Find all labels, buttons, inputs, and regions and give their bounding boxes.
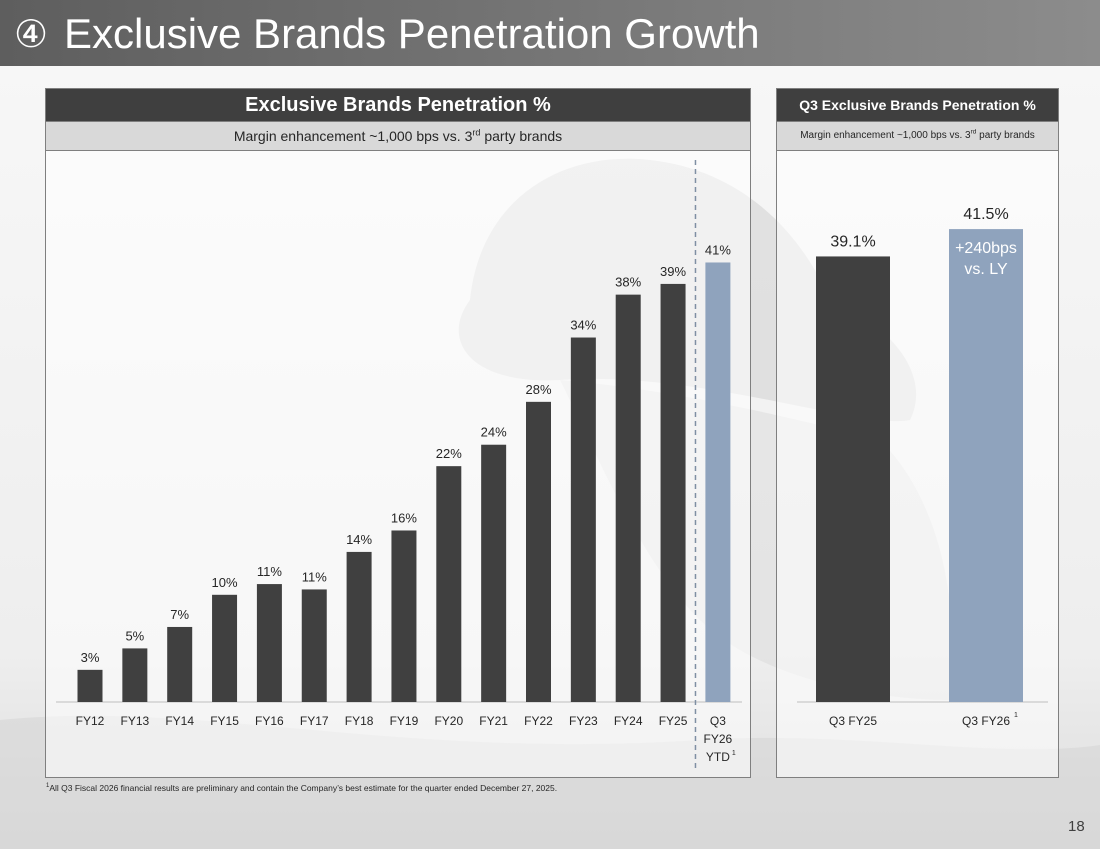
bar-fy19 [391,530,417,702]
bar-fy23 [570,337,596,702]
bar-value-label: 39% [660,264,686,279]
title-bar: ④ Exclusive Brands Penetration Growth [0,0,1100,66]
bar-value-label: 41% [705,242,731,257]
bar-fy14 [167,626,193,702]
bar-fy21 [481,444,507,702]
right-subtitle-post: party brands [976,130,1035,141]
footnote: 1All Q3 Fiscal 2026 financial results ar… [46,783,557,793]
x-tick-label: FY23 [569,714,598,728]
bar-value-label: 3% [81,650,100,665]
x-tick-label: YTD [706,750,730,764]
x-tick-label: FY18 [345,714,374,728]
bar-value-label: 16% [391,510,417,525]
bar-fy16 [256,584,282,702]
x-tick-label: FY20 [434,714,463,728]
bar-fy18 [346,551,372,702]
bar-value-label: 24% [481,425,507,440]
left-subtitle-sup: rd [472,127,481,138]
footnote-marker: 1 [46,783,50,790]
x-tick-label: FY16 [255,714,284,728]
x-tick-label: FY26 [704,732,733,746]
bar-value-label: 10% [212,575,238,590]
bar-value-label: 38% [615,275,641,290]
bar-fy20 [436,466,462,702]
left-panel-subtitle: Margin enhancement ~1,000 bps vs. 3rd pa… [46,121,750,151]
bar-value-label: 11% [257,564,282,579]
bar-fy13 [122,648,148,702]
x-tick-label: FY15 [210,714,239,728]
x-tick-label: FY12 [76,714,105,728]
bar-value-label: 7% [170,607,189,622]
yoy-change-annotation: vs. LY [964,261,1008,278]
x-tick-footnote: 1 [1014,712,1018,719]
x-tick-label: FY21 [479,714,508,728]
bar-value-label: 39.1% [830,233,875,250]
bar-q3-fy25 [816,256,890,702]
x-tick-label: FY25 [659,714,688,728]
left-subtitle-post: party brands [480,128,563,144]
right-subtitle-sup: rd [970,128,977,136]
left-panel-title: Exclusive Brands Penetration % [46,89,750,121]
right-panel-title: Q3 Exclusive Brands Penetration % [777,89,1058,121]
bar-value-label: 5% [125,628,144,643]
bar-fy15 [212,594,238,702]
bar-fy24 [615,294,641,702]
bar-value-label: 41.5% [963,206,1008,223]
x-tick-label: Q3 [710,714,726,728]
bar-fy12 [77,669,103,702]
x-tick-footnote: 1 [732,750,736,757]
x-tick-label: FY22 [524,714,553,728]
x-tick-label: Q3 FY26 [962,714,1010,728]
x-tick-label: FY19 [390,714,419,728]
footnote-text: All Q3 Fiscal 2026 financial results are… [49,783,558,793]
yoy-change-annotation: +240bps [955,240,1017,257]
bar-fy25 [660,283,686,702]
bar-value-label: 14% [346,532,372,547]
x-tick-label: FY13 [121,714,150,728]
bar-q3-fy26-ytd [705,262,731,702]
left-subtitle-text: Margin enhancement ~1,000 bps vs. 3 [233,128,473,144]
x-tick-label: FY24 [614,714,643,728]
right-panel-subtitle: Margin enhancement ~1,000 bps vs. 3rd pa… [777,121,1058,151]
bar-value-label: 22% [436,446,462,461]
page-title: Exclusive Brands Penetration Growth [64,10,760,57]
right-subtitle-text: Margin enhancement ~1,000 bps vs. 3 [800,130,971,141]
bar-value-label: 34% [570,318,596,333]
section-number-badge: ④ [13,14,49,56]
x-tick-label: FY14 [165,714,194,728]
x-tick-label: Q3 FY25 [829,714,877,728]
bar-fy17 [301,589,327,702]
page-number: 18 [1068,818,1085,835]
bar-fy22 [526,401,551,702]
bar-value-label: 28% [525,382,551,397]
x-tick-label: FY17 [300,714,329,728]
bar-value-label: 11% [302,569,327,584]
bar-q3-fy26 [949,229,1023,702]
